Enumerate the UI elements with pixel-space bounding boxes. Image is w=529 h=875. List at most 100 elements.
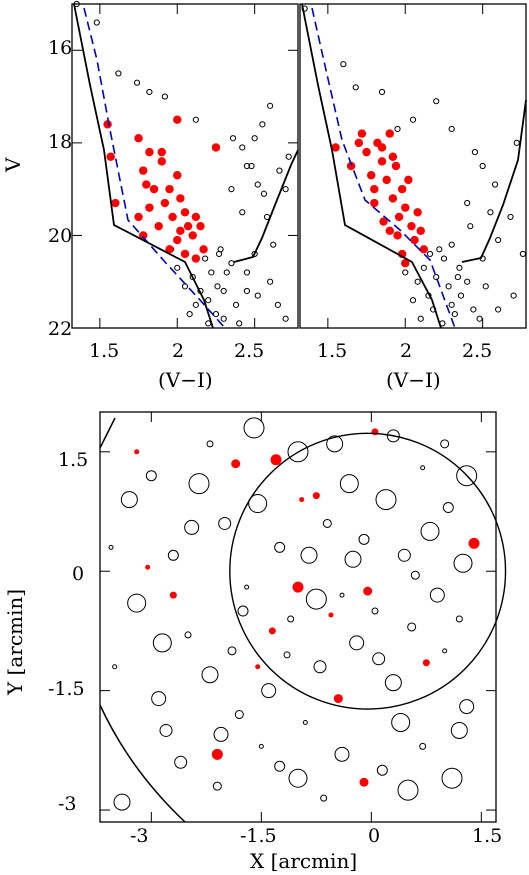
member-star-point	[401, 203, 410, 212]
member-star-point	[270, 454, 282, 466]
member-star-point	[169, 591, 177, 599]
x-tick-label: 0	[368, 825, 380, 847]
member-star-point	[397, 184, 407, 194]
field-star-point	[260, 190, 268, 197]
field-star-point	[184, 631, 192, 639]
field-star-point	[419, 742, 427, 750]
y-tick-label: -3	[58, 793, 77, 815]
member-star-point	[377, 157, 387, 166]
field-star-point	[174, 264, 181, 271]
field-star-point	[459, 699, 475, 715]
member-star-point	[154, 221, 163, 231]
field-star-point	[471, 149, 479, 156]
field-star-point	[167, 549, 179, 561]
field-star-point	[340, 61, 347, 68]
member-star-point	[468, 537, 480, 549]
field-star-point	[455, 615, 463, 623]
field-star-point	[349, 635, 365, 651]
isochrone-black-2	[461, 99, 527, 263]
field-star-point	[251, 250, 258, 258]
member-star-point	[359, 777, 369, 787]
field-star-point	[270, 241, 277, 248]
field-star-point	[288, 768, 308, 788]
member-star-point	[422, 659, 430, 667]
field-star-point	[305, 588, 327, 610]
field-star-point	[487, 209, 494, 216]
field-star-point	[213, 726, 229, 742]
cmd-right-frame	[299, 3, 527, 329]
field-star-point	[151, 691, 167, 707]
field-star-point	[372, 652, 386, 666]
field-star-point	[239, 144, 246, 151]
member-star-point	[357, 129, 367, 138]
field-star-point	[184, 519, 200, 535]
member-star-point	[419, 245, 429, 254]
field-star-point	[239, 209, 246, 216]
member-star-point	[346, 161, 356, 171]
x-tick-label: 1.5	[317, 340, 347, 362]
member-star-point	[180, 208, 190, 217]
member-star-point	[157, 157, 166, 166]
field-star-point	[287, 441, 309, 463]
member-star-point	[391, 161, 401, 171]
member-star-point	[176, 226, 185, 235]
member-star-point	[268, 627, 276, 635]
member-star-point	[142, 180, 151, 189]
field-star-point	[320, 794, 328, 802]
field-star-point	[386, 429, 400, 443]
field-star-point	[120, 491, 138, 509]
field-star-point	[227, 646, 237, 656]
member-star-point	[255, 664, 261, 670]
field-star-point	[344, 550, 362, 568]
field-star-point	[507, 213, 514, 221]
member-star-point	[180, 249, 190, 259]
member-star-point	[168, 212, 177, 222]
field-star-point	[251, 135, 258, 142]
isochrone-black-1	[73, 3, 214, 329]
field-star-point	[259, 121, 266, 128]
field-star-point	[378, 88, 386, 96]
field-star-point	[254, 292, 261, 299]
field-star-point	[371, 607, 379, 615]
member-star-point	[231, 459, 241, 469]
field-star-point	[267, 278, 274, 285]
field-star-point	[93, 19, 100, 26]
field-star-point	[274, 541, 286, 553]
field-star-point	[234, 710, 244, 720]
field-star-point	[113, 793, 131, 811]
y-tick-label: -1.5	[48, 678, 85, 700]
y-tick-label: 20	[48, 225, 72, 247]
field-star-point	[391, 712, 411, 732]
field-star-point	[420, 521, 440, 541]
field-star-point	[112, 664, 118, 670]
x-axis-label: X [arcmin]	[250, 849, 357, 873]
field-star-point	[159, 723, 173, 737]
member-star-point	[191, 212, 201, 222]
cluster-radius-circle	[229, 432, 507, 710]
field-star-point	[274, 760, 286, 772]
field-star-point	[322, 518, 332, 528]
field-star-point	[420, 465, 426, 471]
field-star-point	[482, 283, 489, 290]
field-star-point	[358, 533, 370, 545]
cmd-left-panel: 16 18 20 22 1.5 2 2.5 (V−I) V	[1, 0, 299, 392]
field-star-point	[236, 320, 243, 327]
field-star-point	[228, 186, 235, 193]
field-star-point	[410, 570, 420, 580]
field-star-point	[456, 264, 463, 271]
member-star-point	[145, 147, 154, 157]
member-star-point	[385, 226, 394, 235]
member-star-point	[362, 147, 371, 157]
field-star-point	[202, 255, 209, 262]
field-star-point	[188, 473, 210, 495]
field-star-point	[313, 660, 327, 674]
field-star-point	[495, 306, 502, 313]
field-star-point	[397, 779, 419, 801]
member-star-point	[299, 497, 305, 503]
field-star-point	[212, 781, 222, 791]
field-star-point	[232, 301, 240, 308]
field-star-point	[201, 666, 219, 684]
y-axis-label: Y [arcmin]	[3, 589, 27, 696]
field-star-point	[519, 250, 527, 258]
